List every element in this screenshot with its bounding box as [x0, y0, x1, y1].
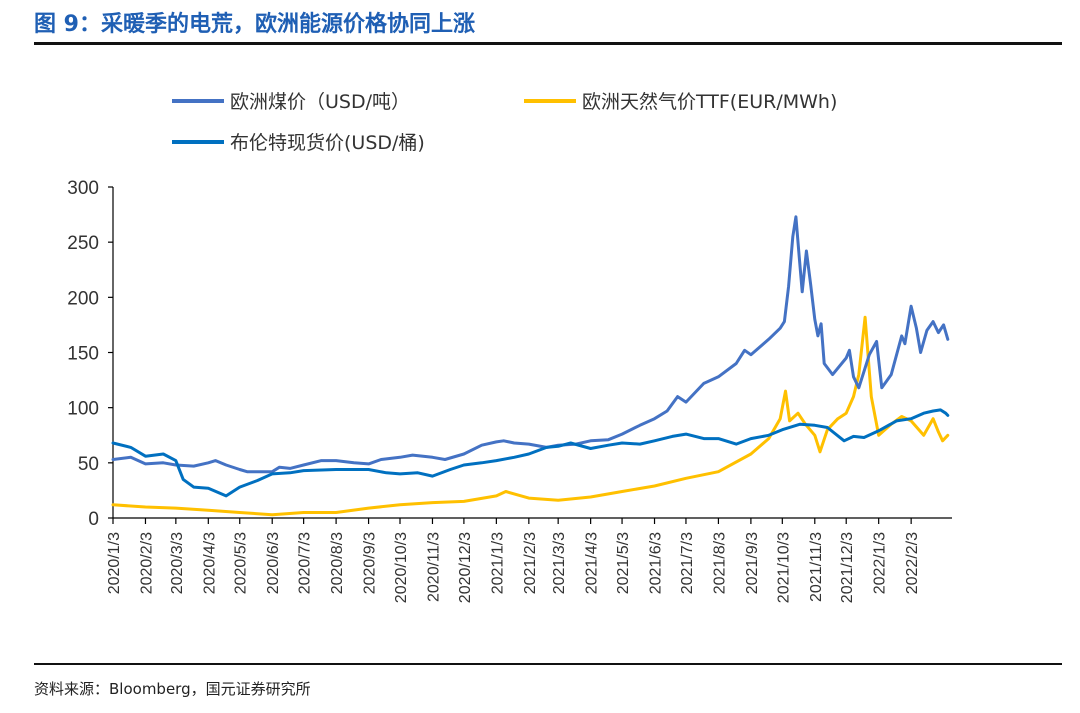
legend: 欧洲煤价（USD/吨） 欧洲天然气价TTF(EUR/MWh) 布伦特现货价(USD/… [172, 91, 837, 154]
y-tick-label: 50 [78, 454, 99, 475]
x-axis: 2020/1/3 2020/2/3 2020/3/3 2020/4/3 2020/5/3… [106, 517, 952, 603]
top-rule [34, 42, 1062, 45]
y-tick-label: 300 [67, 178, 99, 199]
x-tick-label: 2020/3/3 [169, 532, 186, 594]
x-tick-label: 2021/12/3 [839, 532, 856, 603]
x-tick-label: 2020/5/3 [233, 532, 250, 594]
x-tick-label: 2020/8/3 [329, 532, 346, 594]
y-tick-label: 200 [67, 288, 99, 309]
legend-label-3: 布伦特现货价(USD/桶) [230, 132, 425, 154]
x-tick-label: 2021/1/3 [489, 532, 506, 594]
y-tick-label: 100 [67, 399, 99, 420]
series-line-1 [111, 215, 950, 474]
x-tick-label: 2020/2/3 [138, 532, 155, 594]
x-tick-label: 2021/11/3 [808, 532, 825, 602]
x-tick-label: 2021/6/3 [648, 532, 665, 594]
x-tick-label: 2021/9/3 [744, 532, 761, 594]
y-tick-label: 250 [67, 233, 99, 254]
y-tick-label: 150 [67, 344, 99, 365]
x-tick-label: 2021/2/3 [522, 532, 539, 594]
legend-label-1: 欧洲煤价（USD/吨） [230, 91, 410, 113]
x-tick-label: 2020/4/3 [201, 532, 218, 594]
x-tick-label: 2020/12/3 [457, 532, 474, 603]
x-tick-label: 2020/9/3 [362, 532, 379, 594]
y-axis: 0 50 100 150 200 250 300 [67, 178, 114, 530]
x-tick-label: 2021/8/3 [711, 532, 728, 594]
figure-title: 图 9：采暖季的电荒，欧洲能源价格协同上涨 [34, 12, 475, 37]
x-tick-label: 2021/3/3 [551, 532, 568, 594]
x-tick-label: 2021/4/3 [584, 532, 601, 594]
source-note: 资料来源：Bloomberg，国元证券研究所 [34, 680, 311, 698]
bottom-rule [34, 663, 1062, 665]
x-tick-label: 2021/10/3 [775, 532, 792, 603]
x-tick-label: 2020/6/3 [265, 532, 282, 594]
x-tick-label: 2021/7/3 [679, 532, 696, 594]
x-tick-label: 2022/2/3 [904, 532, 921, 594]
series-line-2 [111, 315, 950, 517]
x-tick-label: 2021/5/3 [615, 532, 632, 594]
series-line-3 [111, 408, 950, 498]
x-tick-label: 2020/1/3 [106, 532, 123, 594]
plot-area [111, 215, 950, 517]
y-tick-label: 0 [88, 509, 99, 530]
x-tick-label: 2022/1/3 [872, 532, 889, 594]
legend-label-2: 欧洲天然气价TTF(EUR/MWh) [582, 91, 837, 113]
x-tick-label: 2020/7/3 [297, 532, 314, 594]
x-tick-label: 2020/11/3 [425, 532, 442, 602]
x-tick-label: 2020/10/3 [393, 532, 410, 603]
